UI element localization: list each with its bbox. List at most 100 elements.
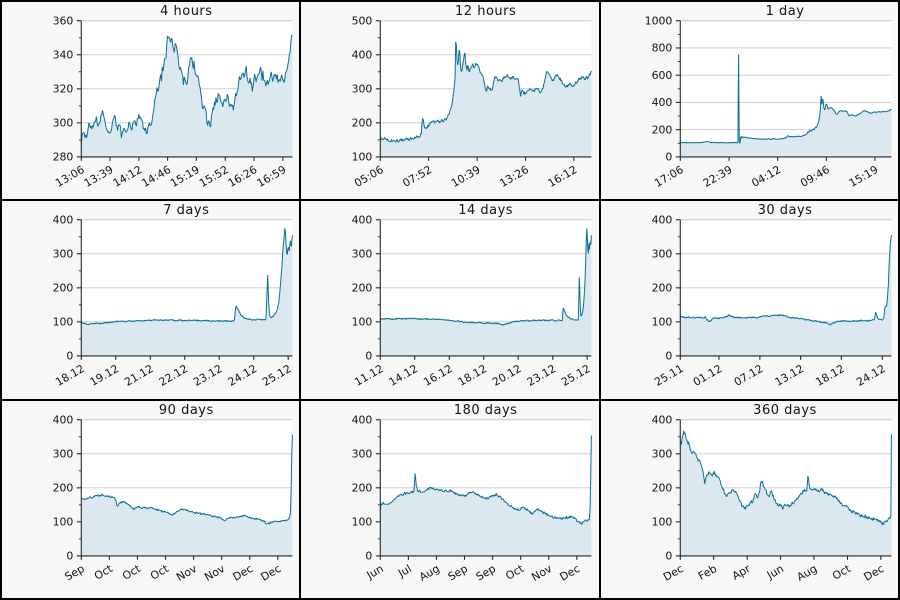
svg-text:18.12: 18.12: [53, 362, 87, 389]
svg-text:25.12: 25.12: [559, 362, 593, 389]
chart-panel-90-days: 0 100 200 300 400 Sep Oct Oct Oct Nov Nov Dec Dec 90…: [2, 400, 300, 598]
svg-text:Sep: Sep: [446, 562, 470, 583]
svg-text:25.12: 25.12: [260, 362, 294, 389]
svg-text:0: 0: [66, 549, 73, 562]
svg-text:15:19: 15:19: [168, 163, 202, 190]
svg-text:13:06: 13:06: [53, 163, 87, 190]
svg-text:800: 800: [651, 42, 672, 55]
svg-text:300: 300: [53, 117, 74, 130]
svg-text:200: 200: [53, 282, 74, 295]
svg-text:200: 200: [352, 481, 373, 494]
chart-panel-180-days: 0 100 200 300 400 Jun Jul Aug Sep Sep Oct Nov Dec 18…: [301, 400, 599, 598]
svg-text:18.12: 18.12: [456, 362, 490, 389]
svg-text:07.12: 07.12: [732, 362, 766, 389]
svg-text:400: 400: [651, 214, 672, 227]
svg-text:320: 320: [53, 83, 74, 96]
svg-text:Dec: Dec: [661, 562, 686, 584]
svg-text:13:39: 13:39: [82, 163, 116, 190]
svg-text:16:59: 16:59: [255, 163, 289, 190]
svg-text:300: 300: [352, 83, 373, 96]
svg-text:400: 400: [53, 413, 74, 426]
chart-canvas-1-day: 0 200 400 600 800 1000 17:06 22:39 04:12 09:46 15:…: [644, 15, 892, 190]
svg-text:Jun: Jun: [364, 562, 386, 582]
svg-text:18.12: 18.12: [813, 362, 847, 389]
svg-text:07:52: 07:52: [401, 163, 435, 190]
svg-text:200: 200: [651, 481, 672, 494]
chart-panel-7-days: 0 100 200 300 400 18.12 19.12 21.12 22.12 23.12 24…: [2, 201, 300, 399]
svg-text:300: 300: [651, 248, 672, 261]
chart-canvas-12-hours: 100 200 300 400 500 05:06 07:52 10:39 13:26 16:12: [352, 15, 593, 190]
svg-text:0: 0: [665, 350, 672, 363]
svg-text:300: 300: [352, 248, 373, 261]
svg-text:100: 100: [352, 151, 373, 164]
svg-text:Feb: Feb: [696, 562, 719, 583]
svg-text:Oct: Oct: [120, 562, 143, 583]
svg-text:22:39: 22:39: [701, 163, 735, 190]
svg-text:23.12: 23.12: [191, 362, 225, 389]
svg-text:0: 0: [366, 549, 373, 562]
svg-text:Oct: Oct: [148, 562, 171, 583]
svg-text:15:19: 15:19: [846, 163, 880, 190]
svg-text:05:06: 05:06: [352, 163, 386, 190]
svg-text:400: 400: [651, 413, 672, 426]
svg-text:200: 200: [352, 282, 373, 295]
chart-panel-30-days: 0 100 200 300 400 25.11 01.12 07.12 13.12 18.12 24…: [600, 201, 898, 399]
svg-text:21.12: 21.12: [122, 362, 156, 389]
svg-text:14:46: 14:46: [139, 163, 173, 190]
chart-title-1-day: 1 day: [765, 4, 805, 19]
chart-title-4-hours: 4 hours: [160, 4, 213, 19]
svg-text:Aug: Aug: [794, 562, 819, 584]
chart-panel-4-hours: 280 300 320 340 360 13:06 13:39 14:12 14:46 15:19…: [2, 2, 300, 200]
svg-text:200: 200: [651, 282, 672, 295]
svg-text:24.12: 24.12: [226, 362, 260, 389]
chart-canvas-4-hours: 280 300 320 340 360 13:0613:3914:1214:4615:19…: [53, 15, 293, 190]
svg-text:1000: 1000: [644, 15, 672, 28]
chart-title-12-hours: 12 hours: [455, 4, 517, 19]
svg-text:400: 400: [352, 49, 373, 62]
svg-text:300: 300: [53, 248, 74, 261]
chart-panel-12-hours: 100 200 300 400 500 05:06 07:52 10:39 13:26 16:12…: [301, 2, 599, 200]
svg-text:300: 300: [352, 447, 373, 460]
svg-text:14.12: 14.12: [387, 362, 421, 389]
svg-text:16.12: 16.12: [422, 362, 456, 389]
svg-text:Dec: Dec: [259, 562, 284, 584]
svg-text:11.12: 11.12: [353, 362, 387, 389]
svg-text:Nov: Nov: [530, 561, 555, 583]
chart-title-90-days: 90 days: [158, 402, 214, 418]
svg-text:Oct: Oct: [92, 562, 115, 583]
svg-text:Oct: Oct: [830, 562, 853, 583]
chart-panel-1-day: 0 200 400 600 800 1000 17:06 22:39 04:12 09:46 15:…: [600, 2, 898, 200]
svg-text:09:46: 09:46: [798, 163, 832, 190]
svg-text:200: 200: [352, 117, 373, 130]
svg-text:360: 360: [53, 15, 74, 28]
svg-text:22.12: 22.12: [157, 362, 191, 389]
svg-text:200: 200: [651, 123, 672, 136]
svg-text:600: 600: [651, 69, 672, 82]
svg-text:100: 100: [352, 316, 373, 329]
chart-canvas-7-days: 0 100 200 300 400 18.12 19.12 21.12 22.12 23.12 24…: [53, 214, 294, 389]
svg-text:400: 400: [651, 96, 672, 109]
svg-text:Jul: Jul: [395, 562, 414, 580]
chart-panel-360-days: 0 100 200 300 400 Dec Feb Apr Jun Aug Oct Dec 360 d…: [600, 400, 898, 598]
svg-text:Apr: Apr: [730, 561, 753, 582]
svg-text:100: 100: [651, 515, 672, 528]
svg-text:100: 100: [352, 515, 373, 528]
svg-text:400: 400: [352, 214, 373, 227]
svg-text:14:12: 14:12: [111, 163, 145, 190]
svg-text:Aug: Aug: [417, 562, 442, 584]
svg-text:19.12: 19.12: [88, 362, 122, 389]
svg-text:0: 0: [665, 151, 672, 164]
chart-canvas-30-days: 0 100 200 300 400 25.11 01.12 07.12 13.12 18.12 24…: [651, 214, 892, 389]
svg-text:Jun: Jun: [764, 562, 786, 582]
chart-title-360-days: 360 days: [753, 402, 817, 418]
chart-canvas-14-days: 0 100 200 300 400 11.12 14.12 16.12 18.12 20.12 23…: [352, 214, 593, 389]
svg-text:0: 0: [366, 350, 373, 363]
svg-text:Sep: Sep: [474, 562, 498, 583]
svg-text:0: 0: [665, 549, 672, 562]
svg-text:Oct: Oct: [504, 562, 527, 583]
svg-text:Nov: Nov: [174, 561, 199, 583]
chart-title-30-days: 30 days: [757, 203, 813, 219]
